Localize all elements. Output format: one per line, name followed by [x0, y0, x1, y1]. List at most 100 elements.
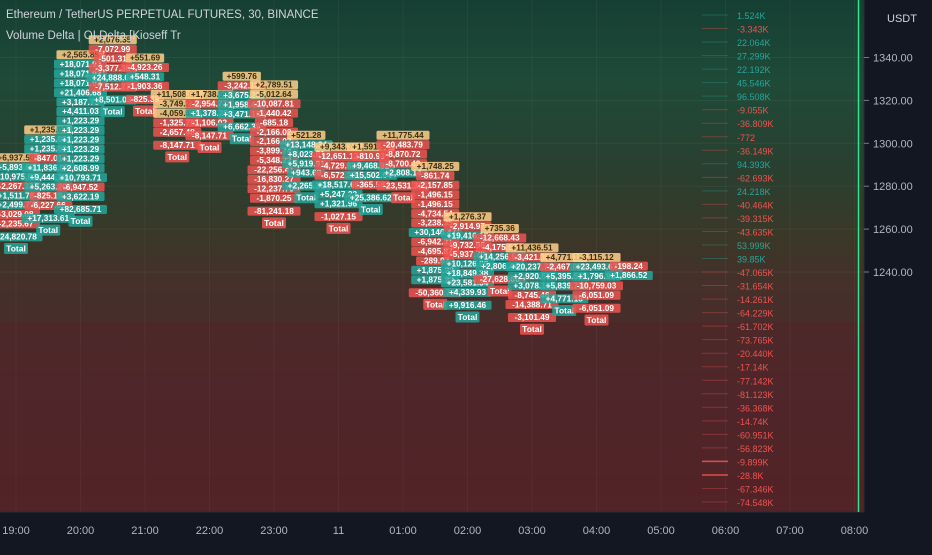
profile-row-label: -64.229K — [737, 309, 774, 319]
bar-total-cell — [344, 193, 398, 203]
profile-row-label: -43.635K — [737, 227, 774, 237]
level-value: -1,870.25 — [256, 193, 291, 203]
level-value: -8,870.72 — [385, 149, 420, 159]
level-value: +4,411.03 — [62, 106, 99, 116]
level-value: +9,468.92 — [352, 161, 390, 171]
level-value: +1,958.40 — [223, 99, 261, 109]
footprint-bar[interactable]: +2,565.85+18,071.93+18,071.93+18,071.93+… — [54, 50, 107, 227]
currency-label: USDT — [887, 13, 917, 25]
profile-row-label: -39.315K — [737, 214, 774, 224]
level-value: -1,325.78 — [160, 118, 195, 128]
level-value: -6,051.09 — [579, 290, 614, 300]
level-value: +18,071.93 — [60, 68, 102, 78]
bar-total-value: -3,101.49 — [514, 312, 549, 322]
level-value: +5,263.20 — [30, 181, 68, 191]
level-value: -10,759.03 — [577, 281, 617, 291]
profile-row-label: 1.524K — [737, 11, 766, 21]
indicator-title[interactable]: Volume Delta | OI Delta [Kioseff Tr — [6, 30, 181, 42]
profile-row-label: -62.693K — [737, 173, 774, 183]
level-cell — [249, 108, 299, 118]
footprint-bar[interactable]: +2,076.35-7,072.99-501.31-3,377.35+24,88… — [86, 34, 140, 118]
level-value: +1,796.90 — [578, 271, 616, 281]
level-value: -3,115.12 — [579, 252, 614, 262]
profile-row-label: 27.299K — [737, 52, 771, 62]
level-cell — [56, 125, 105, 135]
level-value: -5,012.64 — [256, 89, 291, 99]
bar-total-cell — [21, 213, 75, 223]
level-value: -1,440.42 — [256, 108, 291, 118]
profile-row-label: 22.064K — [737, 38, 771, 48]
level-cell — [125, 53, 165, 63]
level-value: +2,076.35 — [94, 34, 132, 44]
bar-total-label: Total — [522, 324, 542, 334]
level-cell — [56, 107, 105, 116]
bar-total-cell — [443, 300, 492, 310]
level-value: -5,937.70 — [450, 249, 485, 259]
profile-row-label: -3.343K — [737, 25, 769, 35]
level-value: -365.58 — [357, 180, 386, 190]
price-tick-label: 1300.00 — [873, 138, 913, 150]
level-cell — [572, 290, 621, 300]
time-tick-label: 01:00 — [389, 525, 417, 537]
footprint-bar[interactable]: +1,276.37-2,914.97+19,416.17-9,732.96-5,… — [441, 211, 494, 323]
level-value: -1,106.02 — [192, 118, 227, 128]
level-value: -16,830.27 — [254, 174, 294, 184]
level-value: +1,223.29 — [62, 125, 100, 135]
level-value: +23,493.67 — [576, 262, 618, 272]
footprint-bar[interactable]: +521.28+13,148.34+8,023.81+5,919.91+943.… — [279, 130, 333, 204]
level-cell — [249, 127, 299, 137]
level-value: +3,622.19 — [62, 191, 100, 201]
bar-total-tag — [133, 105, 157, 117]
level-value: +2,806.46 — [481, 261, 519, 271]
footprint-bar[interactable]: +1,748.25-861.74-2,157.85-1,496.15-1,496… — [408, 161, 462, 310]
level-value: -3,238.35 — [418, 218, 453, 228]
level-value: +1,738.90 — [191, 89, 229, 99]
profile-row-label: -36.368K — [737, 403, 774, 413]
footprint-bar[interactable]: -198.24+1,866.52 — [604, 261, 653, 280]
footprint-bar[interactable]: +2,789.51-5,012.64-10,087.81-1,440.42-68… — [247, 80, 301, 229]
price-tick-label: 1240.00 — [873, 267, 913, 279]
level-value: +1,378.29 — [191, 108, 229, 118]
profile-row-label: -56.823K — [737, 444, 774, 454]
time-tick-label: 05:00 — [647, 525, 675, 537]
bar-total-cell — [54, 205, 107, 214]
level-value: -4,059.42 — [160, 108, 195, 118]
level-cell — [125, 72, 165, 82]
level-cell — [88, 35, 137, 45]
bar-total-value: +24,820.78 — [0, 232, 37, 242]
plot-background-band — [0, 322, 864, 512]
bar-total-value: +25,386.62 — [350, 192, 392, 202]
bar-total-tag — [552, 305, 577, 317]
bar-total-tag — [487, 285, 512, 297]
level-value: +735.36 — [485, 223, 516, 233]
time-tick-label: 07:00 — [776, 525, 804, 537]
profile-row-label: -60.951K — [737, 430, 774, 440]
footprint-bar[interactable]: +11,775.44-20,483.79-8,870.72-8,700.49+2… — [376, 130, 430, 204]
profile-row-label: 39.85K — [737, 255, 766, 265]
level-value: -3,749.27 — [160, 99, 195, 109]
price-tick-label: 1340.00 — [873, 53, 913, 65]
level-cell — [411, 161, 460, 171]
level-value: -10,087.81 — [254, 98, 294, 108]
level-value: +3,471.13 — [223, 109, 261, 119]
level-value: +11,775.44 — [382, 130, 424, 140]
level-value: +2,608.99 — [62, 163, 100, 173]
profile-row-label: -73.765K — [737, 336, 774, 346]
level-value: -12,651.12 — [319, 151, 359, 161]
profile-row-label: 45.546K — [737, 79, 771, 89]
bar-total-value: -8,147.71 — [160, 140, 195, 150]
bar-total-label: Total — [296, 193, 316, 203]
bar-total-value: +17,313.61 — [27, 213, 69, 223]
level-value: +1,235.03 — [30, 134, 68, 144]
bar-total-label: Total — [232, 134, 252, 144]
level-cell — [56, 116, 105, 126]
level-value: -3,029.08 — [0, 209, 34, 219]
level-value: +13,148.34 — [285, 139, 327, 149]
level-cell — [56, 182, 105, 192]
bar-total-cell — [314, 212, 363, 222]
level-cell — [247, 99, 301, 109]
bar-total-tag — [294, 192, 319, 204]
profile-row-label: 94.393K — [737, 160, 771, 170]
